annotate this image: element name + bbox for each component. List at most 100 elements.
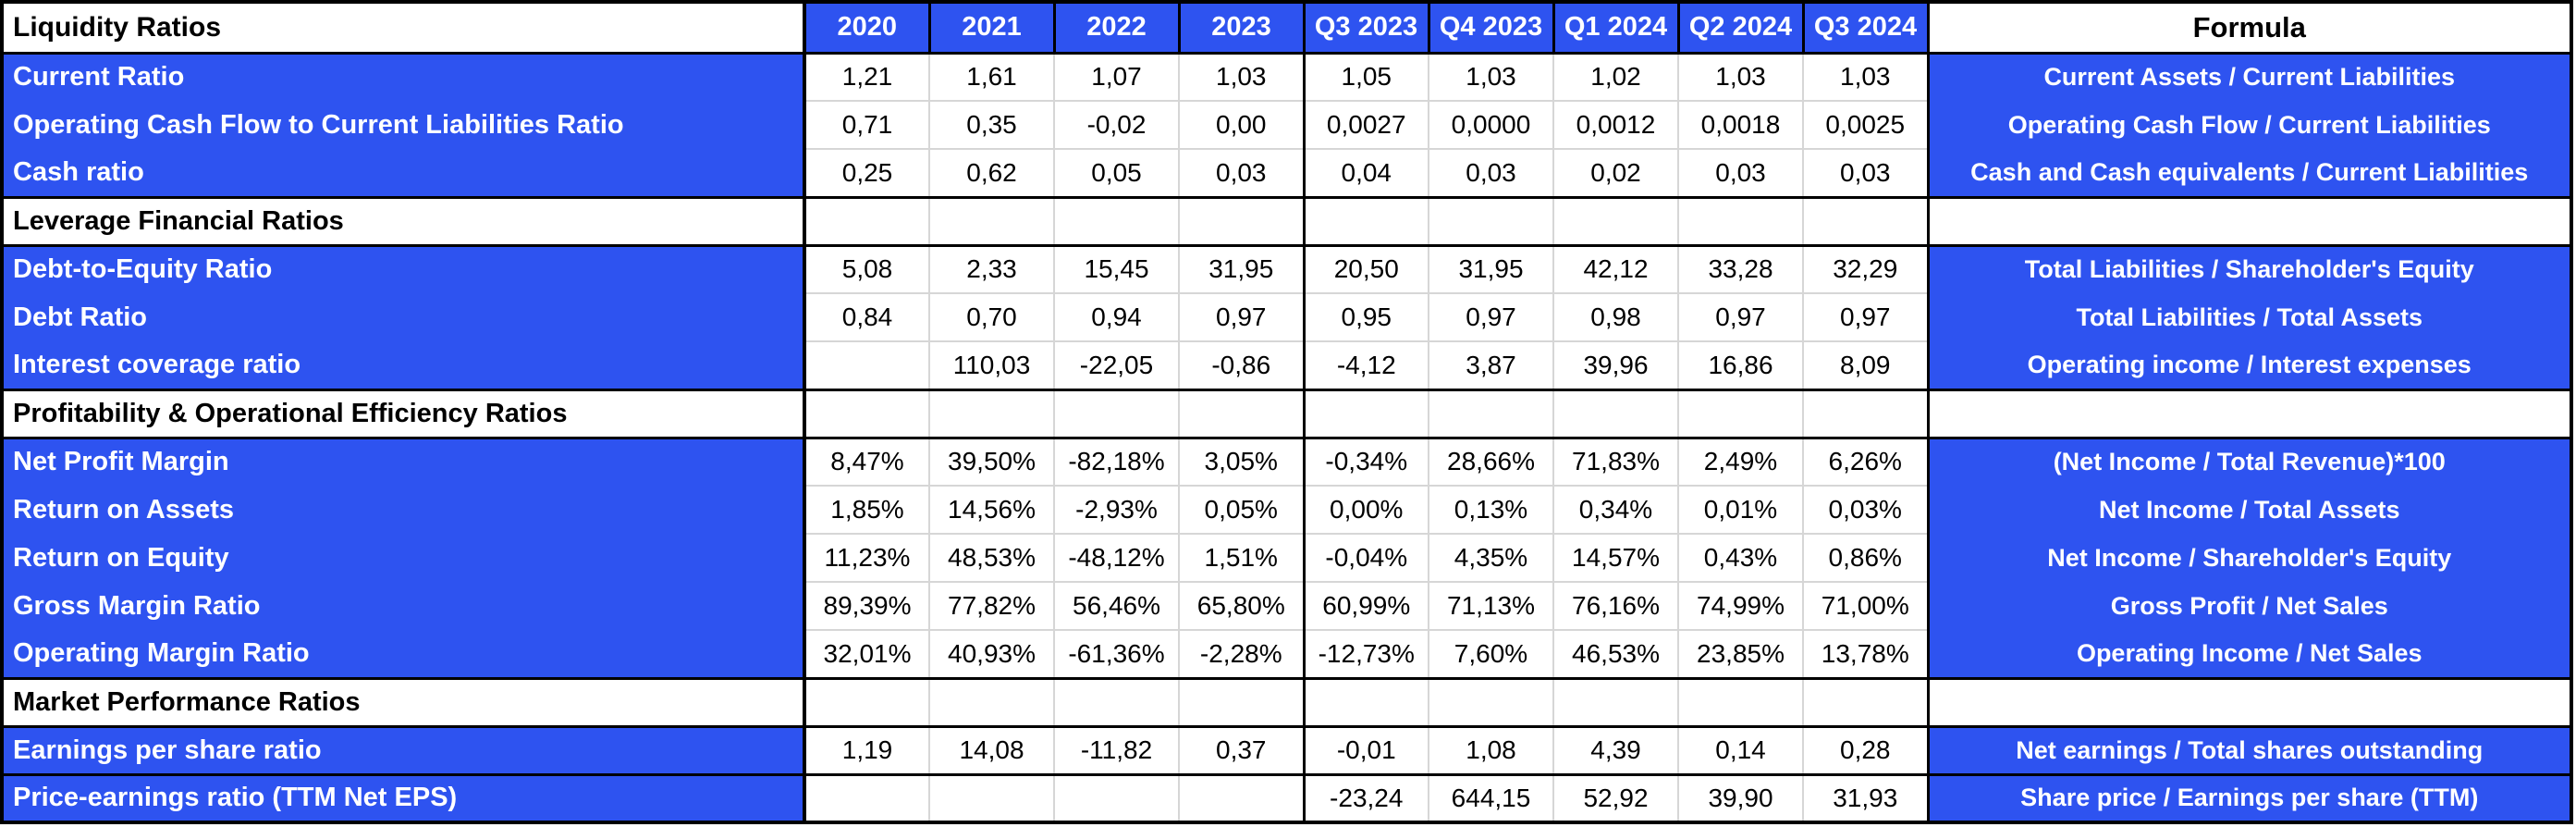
value-cell: -48,12% <box>1053 533 1180 583</box>
empty-cell <box>1802 388 1929 439</box>
empty-cell <box>928 388 1055 439</box>
value-cell: 1,61 <box>928 51 1055 102</box>
empty-cell <box>928 195 1055 247</box>
table-row: Price-earnings ratio (TTM Net EPS) -23,24… <box>2 772 2571 824</box>
value-cell: 15,45 <box>1053 243 1180 294</box>
value-cell: 14,57% <box>1552 533 1679 583</box>
value-cell: 71,13% <box>1428 581 1554 631</box>
value-cell: 1,51% <box>1178 533 1305 583</box>
empty-cell <box>1178 195 1305 247</box>
empty-cell <box>1053 388 1180 439</box>
empty-cell <box>1302 388 1429 439</box>
value-cell: 1,85% <box>803 485 930 535</box>
value-cell: 4,39 <box>1552 724 1679 776</box>
empty-cell <box>1428 195 1554 247</box>
value-cell: 77,82% <box>928 581 1055 631</box>
row-label-cell: Operating Cash Flow to Current Liabiliti… <box>2 100 806 150</box>
value-cell: 14,56% <box>928 485 1055 535</box>
value-cell: 3,05% <box>1178 436 1305 487</box>
value-cell: 1,08 <box>1428 724 1554 776</box>
value-cell: 0,03 <box>1677 148 1804 198</box>
value-cell: 0,14 <box>1677 724 1804 776</box>
value-cell: 71,00% <box>1802 581 1929 631</box>
empty-cell <box>928 676 1055 728</box>
empty-cell <box>1677 195 1804 247</box>
column-header-year: 2020 <box>803 0 931 55</box>
empty-formula-cell <box>1926 388 2571 439</box>
value-cell: 0,03 <box>1428 148 1554 198</box>
empty-cell <box>1677 388 1804 439</box>
value-cell: 0,0012 <box>1552 100 1679 150</box>
empty-cell <box>1552 195 1679 247</box>
section-row: Profitability & Operational Efficiency R… <box>2 388 2571 439</box>
row-label-cell: Return on Assets <box>2 485 806 535</box>
value-cell: 0,86% <box>1802 533 1929 583</box>
formula-cell: Share price / Earnings per share (TTM) <box>1926 772 2571 824</box>
value-cell: 31,95 <box>1178 243 1305 294</box>
value-cell: 8,47% <box>803 436 930 487</box>
value-cell: 33,28 <box>1677 243 1804 294</box>
value-cell <box>1178 772 1305 824</box>
header-row: Liquidity Ratios 2020 2021 2022 2023 Q3 … <box>2 0 2571 55</box>
value-cell: 0,0025 <box>1802 100 1929 150</box>
value-cell: 0,98 <box>1552 292 1679 342</box>
value-cell: 0,01% <box>1677 485 1804 535</box>
value-cell: 0,37 <box>1178 724 1305 776</box>
section-title-cell: Market Performance Ratios <box>2 676 806 728</box>
column-header-quarter: Q1 2024 <box>1552 0 1680 55</box>
empty-formula-cell <box>1926 195 2571 247</box>
value-cell: 0,97 <box>1802 292 1929 342</box>
table-row: Debt Ratio 0,84 0,70 0,94 0,97 0,95 0,97 0,98 0,… <box>2 292 2571 342</box>
value-cell: 60,99% <box>1302 581 1429 631</box>
value-cell <box>803 772 930 824</box>
value-cell: 13,78% <box>1802 629 1929 679</box>
value-cell: 52,92 <box>1552 772 1679 824</box>
value-cell: 39,96 <box>1552 340 1679 390</box>
value-cell: 16,86 <box>1677 340 1804 390</box>
value-cell: 48,53% <box>928 533 1055 583</box>
value-cell: 0,43% <box>1677 533 1804 583</box>
row-label-cell: Net Profit Margin <box>2 436 806 487</box>
formula-cell: Net Income / Total Assets <box>1926 485 2571 535</box>
value-cell: -82,18% <box>1053 436 1180 487</box>
value-cell: -0,02 <box>1053 100 1180 150</box>
value-cell: 3,87 <box>1428 340 1554 390</box>
value-cell: 46,53% <box>1552 629 1679 679</box>
value-cell: 0,62 <box>928 148 1055 198</box>
table-row: Earnings per share ratio 1,19 14,08 -11,82 0… <box>2 724 2571 776</box>
table-row: Operating Margin Ratio 32,01% 40,93% -61,36… <box>2 629 2571 679</box>
column-header-year: 2021 <box>927 0 1056 55</box>
section-title-cell: Leverage Financial Ratios <box>2 195 806 247</box>
value-cell: 0,03 <box>1802 148 1929 198</box>
row-label-cell: Return on Equity <box>2 533 806 583</box>
value-cell: 31,95 <box>1428 243 1554 294</box>
column-header-quarter: Q2 2024 <box>1676 0 1805 55</box>
value-cell: -2,28% <box>1178 629 1305 679</box>
value-cell: 6,26% <box>1802 436 1929 487</box>
value-cell: 1,03 <box>1428 51 1554 102</box>
table-row: Net Profit Margin 8,47% 39,50% -82,18% 3,05%… <box>2 436 2571 487</box>
value-cell: 1,21 <box>803 51 930 102</box>
value-cell: 65,80% <box>1178 581 1305 631</box>
value-cell: -12,73% <box>1302 629 1429 679</box>
value-cell <box>928 772 1055 824</box>
row-label-cell: Earnings per share ratio <box>2 724 806 776</box>
value-cell: 0,03% <box>1802 485 1929 535</box>
value-cell <box>1053 772 1180 824</box>
formula-cell: Net Income / Shareholder's Equity <box>1926 533 2571 583</box>
value-cell: 0,02 <box>1552 148 1679 198</box>
value-cell: 0,34% <box>1552 485 1679 535</box>
value-cell: 1,05 <box>1302 51 1429 102</box>
empty-formula-cell <box>1926 676 2571 728</box>
value-cell: 1,02 <box>1552 51 1679 102</box>
value-cell: 1,07 <box>1053 51 1180 102</box>
empty-cell <box>1428 388 1554 439</box>
value-cell: 0,70 <box>928 292 1055 342</box>
empty-cell <box>1677 676 1804 728</box>
section-row: Leverage Financial Ratios <box>2 195 2571 247</box>
value-cell: -0,34% <box>1302 436 1429 487</box>
value-cell: 0,00% <box>1302 485 1429 535</box>
empty-cell <box>803 676 930 728</box>
table-row: Return on Assets 1,85% 14,56% -2,93% 0,05% 0,… <box>2 485 2571 535</box>
